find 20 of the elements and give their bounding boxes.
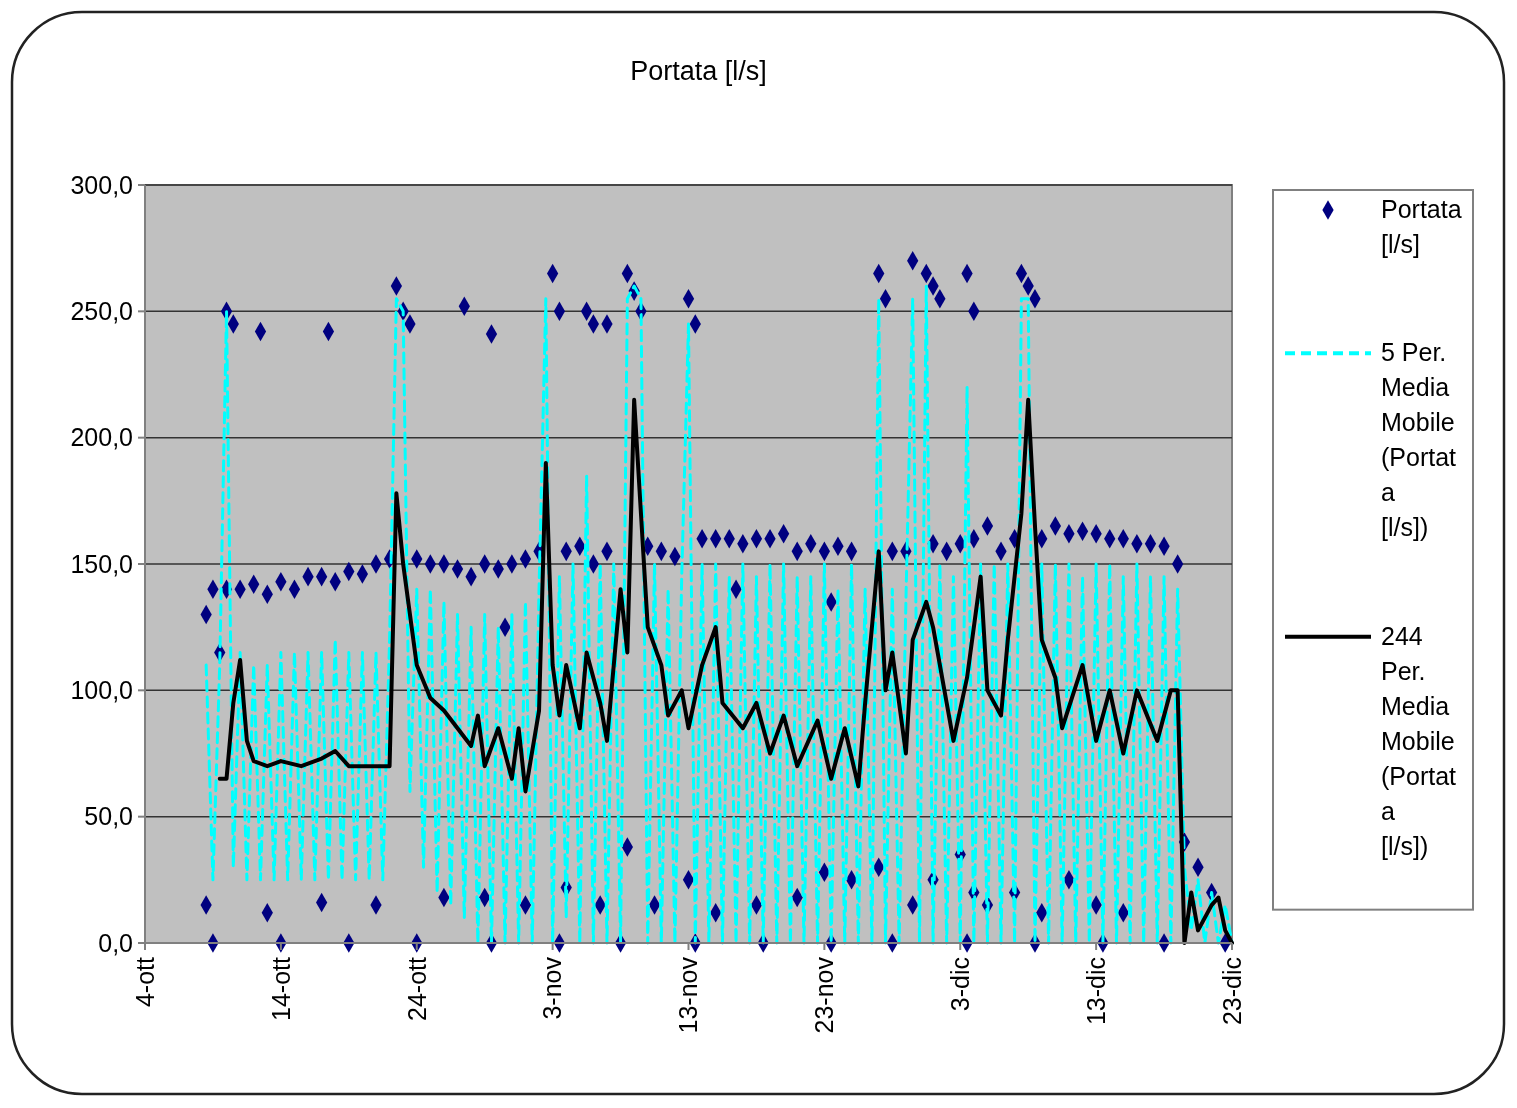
y-tick-label: 150,0 — [70, 549, 133, 578]
y-tick-label: 200,0 — [70, 423, 133, 452]
y-tick-label: 300,0 — [70, 170, 133, 199]
x-tick-label: 13-nov — [674, 956, 703, 1034]
legend-label: 5 Per. Media Mobile (Portata [l/s]) — [1381, 338, 1457, 542]
y-tick-label: 0,0 — [98, 928, 133, 957]
legend-label: 244 Per. Media Mobile (Portata [l/s]) — [1381, 621, 1457, 860]
y-tick-label: 250,0 — [70, 297, 133, 326]
x-tick-label: 14-ott — [266, 956, 295, 1021]
y-tick-label: 50,0 — [84, 802, 133, 831]
y-tick-label: 100,0 — [70, 676, 133, 705]
x-tick-label: 3-nov — [538, 956, 567, 1020]
chart-title: Portata [l/s] — [630, 56, 767, 86]
x-tick-label: 3-dic — [946, 957, 974, 1012]
x-tick-label: 24-ott — [402, 956, 431, 1021]
x-tick-label: 13-dic — [1081, 957, 1110, 1026]
x-tick-label: 23-nov — [810, 956, 839, 1034]
x-tick-label: 23-dic — [1217, 957, 1246, 1026]
legend-label: Portata [l/s] — [1381, 195, 1462, 258]
x-tick-label: 4-ott — [130, 956, 159, 1008]
